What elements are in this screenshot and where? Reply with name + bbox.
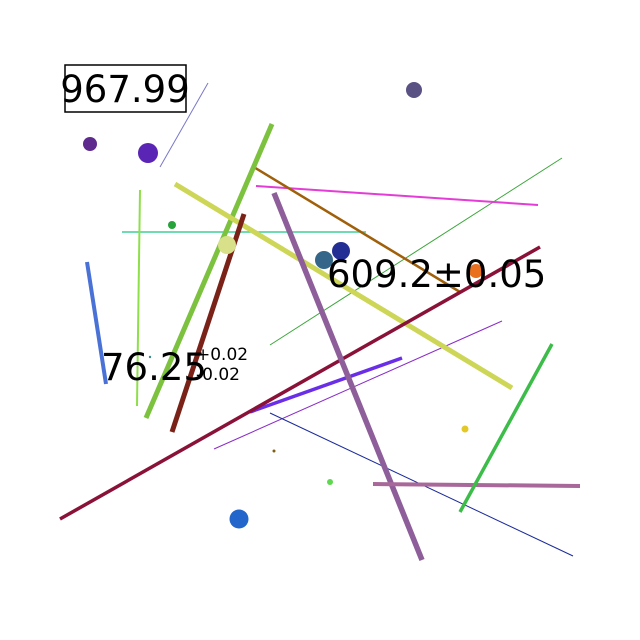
center-value: 609.2±0.05	[327, 253, 546, 296]
dot-lime	[327, 479, 333, 485]
dot-orange	[469, 264, 483, 278]
line-thin-slate	[159, 82, 209, 168]
dot-green-small	[168, 221, 176, 229]
line-thin-purple	[213, 320, 503, 450]
line-bright-green	[458, 343, 554, 513]
dot-navy	[332, 242, 350, 260]
dot-yellow	[461, 425, 469, 433]
line-thin-lime	[136, 189, 141, 407]
line-yellow	[173, 181, 514, 391]
dot-tiny-teal	[148, 355, 152, 359]
dot-khaki	[218, 236, 236, 254]
left-value-upper-error: +0.02	[196, 345, 248, 365]
line-crimson	[59, 245, 541, 521]
dot-purple	[83, 137, 97, 151]
left-value-lower-error: -0.02	[196, 365, 240, 385]
line-thin-green	[269, 157, 563, 346]
dot-blue	[229, 509, 249, 529]
line-magenta	[255, 185, 539, 206]
line-mauve	[271, 191, 425, 562]
dot-slate	[406, 82, 422, 98]
dot-violet	[138, 143, 158, 163]
dot-steel	[315, 251, 333, 269]
line-blue-violet	[249, 356, 403, 414]
dot-olive	[272, 449, 276, 453]
boxed-value-frame	[64, 64, 187, 113]
left-value: 76.25	[101, 346, 207, 389]
line-cornflower	[85, 261, 108, 385]
line-brown	[251, 164, 461, 294]
line-green-diagonal	[143, 123, 275, 419]
boxed-value: 967.99	[60, 68, 189, 111]
